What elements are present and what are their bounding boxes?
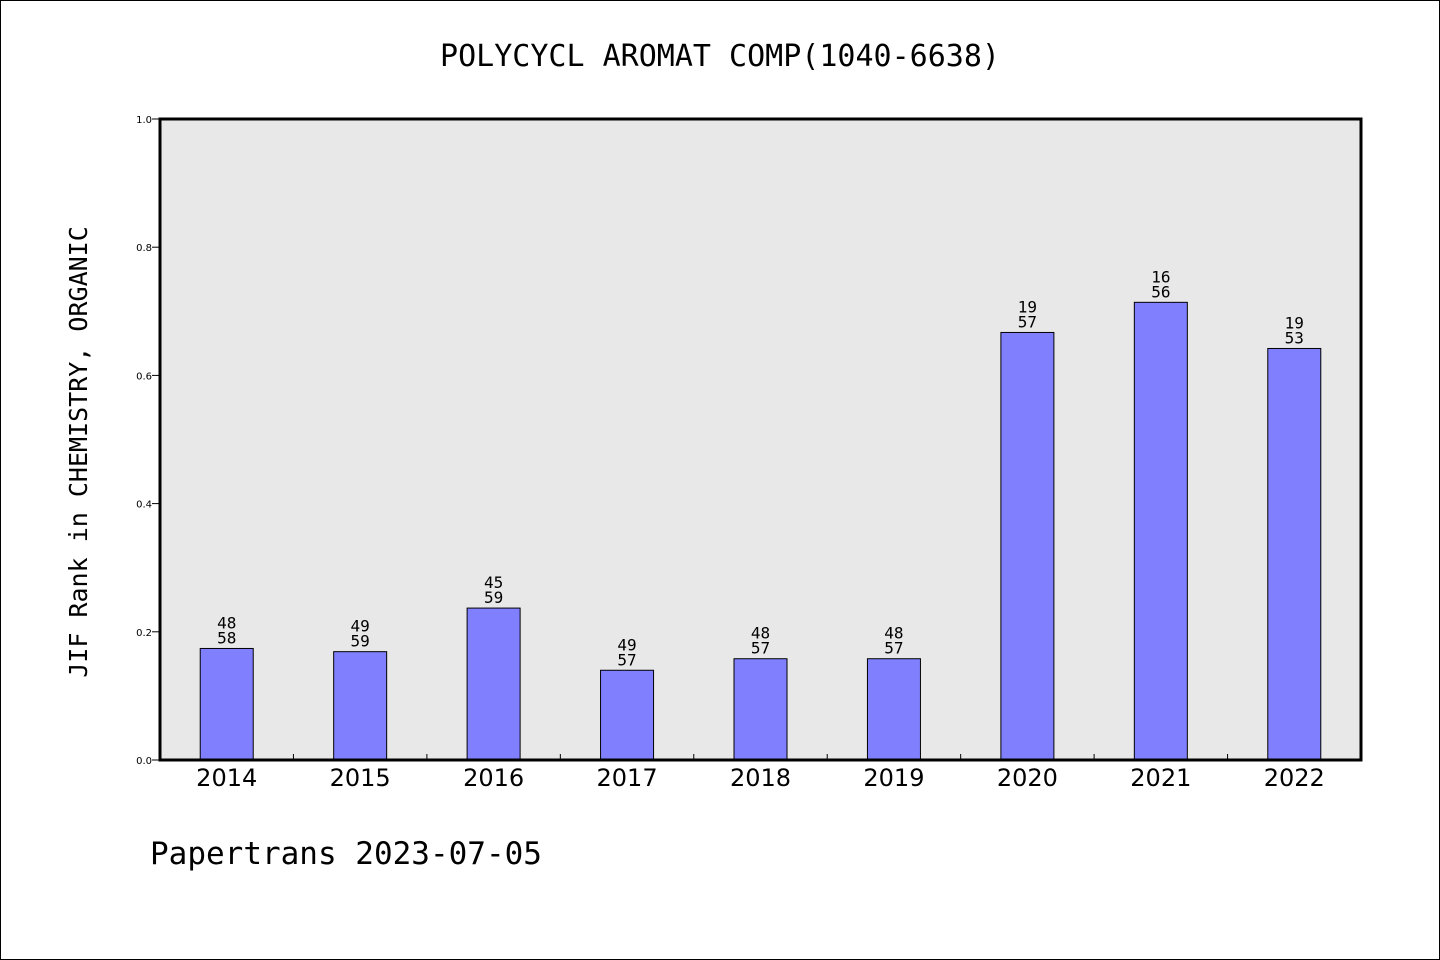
x-tick-label: 2022 [1264,764,1325,792]
bar-label-bottom: 58 [217,628,236,647]
bar-label-top: 48 [751,624,770,643]
bar-label-bottom: 57 [884,639,903,658]
bar-label-bottom: 57 [751,639,770,658]
x-tick-label: 2020 [997,764,1058,792]
bar-label-top: 48 [217,613,236,632]
bar-label-top: 48 [884,624,903,643]
bar-label-top: 19 [1285,313,1304,332]
bar-label-top: 49 [617,635,636,654]
bar-label-bottom: 57 [1018,312,1037,331]
y-tick-label: 0.8 [136,243,152,254]
bar-2018 [733,658,788,761]
bar-2015 [333,651,388,761]
bar-label-bottom: 59 [484,588,503,607]
bar-label-top: 16 [1151,267,1170,286]
bar-2016 [466,607,521,761]
chart-title: POLYCYCL AROMAT COMP(1040-6638) [440,39,1000,74]
x-tick-label: 2014 [196,764,257,792]
y-axis: 0.0 0.2 0.4 0.6 0.8 1.0 [136,115,160,767]
plot-border [158,117,1363,762]
bar-label-top: 49 [351,617,370,636]
x-tick-label: 2016 [463,764,524,792]
bar-label-top: 19 [1018,297,1037,316]
y-tick-label: 0.4 [136,500,152,511]
bar-2014 [199,647,254,761]
bar-label-bottom: 56 [1151,282,1170,301]
x-tick-label: 2018 [730,764,791,792]
bar-2020 [1000,331,1055,761]
bar-2021 [1133,301,1188,761]
y-axis-label: JIF Rank in CHEMISTRY, ORGANIC [64,226,93,678]
x-tick-label: 2015 [330,764,391,792]
bar-2019 [866,658,921,761]
bar-label-top: 45 [484,573,503,592]
bar-2017 [600,669,655,761]
bar-label-bottom: 53 [1285,328,1304,347]
footer-text: Papertrans 2023-07-05 [150,836,542,872]
x-tick-label: 2021 [1130,764,1191,792]
x-axis: 2014 2015 2016 2017 2018 2019 2020 2021 2022 [196,754,1325,792]
x-tick-label: 2017 [597,764,658,792]
x-tick-label: 2019 [863,764,924,792]
y-tick-label: 0.6 [136,371,152,382]
bar-2022 [1267,347,1322,761]
y-tick-label: 0.0 [136,756,152,767]
y-tick-label: 0.2 [136,628,152,639]
bar-label-bottom: 57 [617,650,636,669]
bar-label-bottom: 59 [351,632,370,651]
y-tick-label: 1.0 [136,115,152,126]
